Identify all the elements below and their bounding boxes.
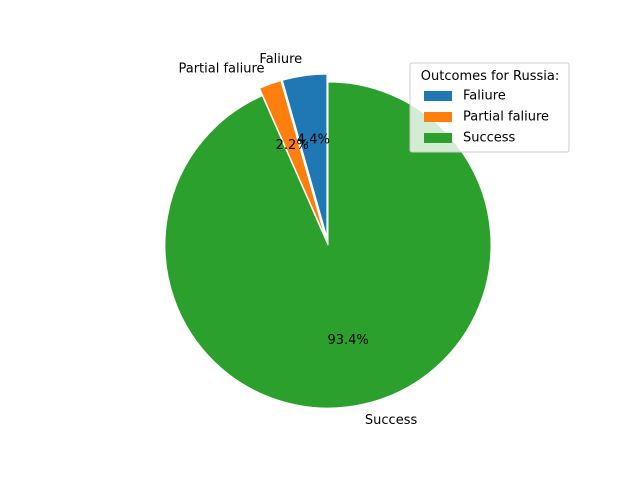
legend-label-partial-faliure: Partial faliure <box>463 110 549 125</box>
slice-percent-partial-faliure: 2.2% <box>276 138 309 153</box>
slice-label-success: Success <box>365 413 418 428</box>
legend-title: Outcomes for Russia: <box>421 69 559 84</box>
legend-frame <box>409 62 570 153</box>
legend-swatch-faliure <box>424 91 452 101</box>
legend: Outcomes for Russia: Faliure Partial fali… <box>409 62 570 153</box>
slice-percent-labels: 4.4%2.2% 93.4% <box>276 133 369 348</box>
legend-swatch-partial-faliure <box>424 112 452 122</box>
slice-percent-success: 93.4% <box>327 333 368 348</box>
slice-label-partial-faliure: Partial faliure <box>178 61 264 76</box>
slice-percent-faliure: 4.4% <box>297 133 330 148</box>
slice-label-faliure: Faliure <box>259 52 302 67</box>
legend-label-success: Success <box>463 131 516 146</box>
legend-label-faliure: Faliure <box>463 89 506 104</box>
pie-slice-partial-faliure <box>259 80 326 238</box>
legend-swatch-success <box>424 133 452 143</box>
pie-slice-faliure <box>281 73 328 238</box>
pie-slices <box>164 73 492 409</box>
legend-entries: Faliure Partial faliure Success <box>424 89 549 146</box>
